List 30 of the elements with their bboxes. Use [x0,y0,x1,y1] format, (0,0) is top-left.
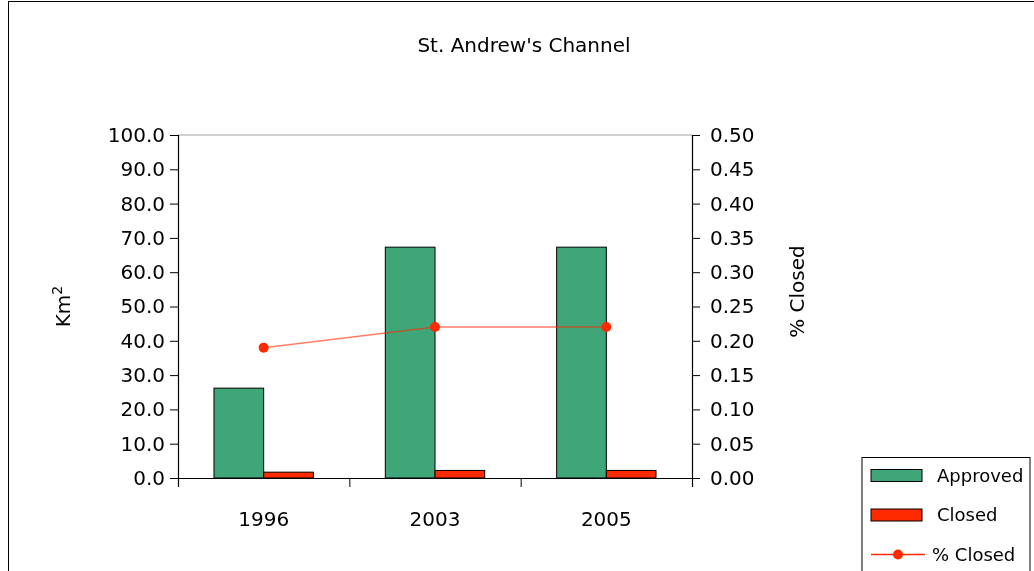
y2-tick-label: 0.40 [710,191,755,216]
y-tick-label: 50.0 [120,294,165,319]
y-tick-label: 20.0 [120,397,165,422]
y-tick-label: 40.0 [120,328,165,353]
legend-label: Closed [937,504,998,526]
y-tick-label: 0.0 [133,465,165,490]
x-tick-label: 2003 [409,507,461,532]
legend-label: Approved [937,464,1024,486]
x-tick-label: 2005 [580,507,632,532]
y2-tick-label: 0.00 [710,465,755,490]
y2-tick-label: 0.45 [710,157,755,182]
legend-label: % Closed [932,543,1016,565]
y2-axis-title: % Closed [785,245,809,338]
y2-tick-label: 0.35 [710,225,755,250]
y-tick-label: 90.0 [120,157,165,182]
y-tick-label: 80.0 [120,191,165,216]
y2-tick-label: 0.05 [710,431,755,456]
y2-tick-label: 0.20 [710,328,755,353]
y-tick-label: 70.0 [120,225,165,250]
y2-tick-label: 0.50 [710,122,755,147]
y2-tick-label: 0.25 [710,294,755,319]
y-tick-label: 30.0 [120,363,165,387]
y2-tick-label: 0.30 [710,260,755,285]
y-tick-label: 60.0 [120,260,165,285]
chart-title: St. Andrew's Channel [417,33,631,57]
x-tick-label: 1996 [238,507,290,532]
y-tick-label: 100.0 [107,122,165,147]
y2-tick-label: 0.10 [710,397,755,422]
y2-tick-label: 0.15 [710,363,755,387]
y-tick-label: 10.0 [120,431,165,456]
